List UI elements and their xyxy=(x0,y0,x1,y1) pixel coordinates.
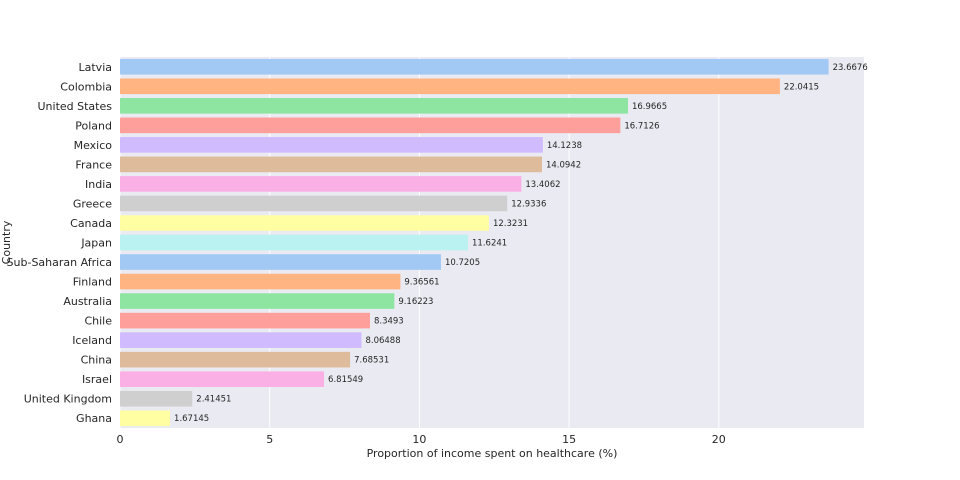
bar xyxy=(120,195,508,212)
bars xyxy=(120,58,829,427)
category-label: Japan xyxy=(80,237,112,250)
bar xyxy=(120,312,370,329)
category-label: Latvia xyxy=(79,61,113,74)
x-tick-label: 20 xyxy=(712,433,726,446)
bar xyxy=(120,215,489,231)
bar xyxy=(120,410,171,427)
bar xyxy=(120,293,395,309)
data-label: 1.67145 xyxy=(174,414,209,424)
data-label: 8.06488 xyxy=(365,336,400,346)
bar xyxy=(120,254,441,270)
category-label: Iceland xyxy=(72,334,112,347)
x-tick-label: 5 xyxy=(266,433,273,446)
data-label: 22.0415 xyxy=(784,82,819,92)
bar xyxy=(120,273,401,290)
data-label: 9.36561 xyxy=(404,278,439,288)
bar xyxy=(120,390,193,407)
x-tick-labels: 0 5 10 15 20 xyxy=(117,433,726,446)
data-label: 10.7205 xyxy=(445,258,480,268)
data-label: 8.3493 xyxy=(374,317,404,327)
data-label: 16.9665 xyxy=(632,102,667,112)
data-label: 9.16223 xyxy=(398,297,433,307)
data-label: 14.0942 xyxy=(546,160,581,170)
bar xyxy=(120,117,621,134)
data-label: 12.3231 xyxy=(493,219,528,229)
data-label: 13.4062 xyxy=(525,180,560,190)
bar xyxy=(120,351,351,368)
bar xyxy=(120,332,362,348)
bar xyxy=(120,176,522,192)
value-labels: 23.6676 22.0415 16.9665 16.7126 14.1238 14.09… xyxy=(174,63,868,424)
x-tick-label: 10 xyxy=(412,433,426,446)
category-label: China xyxy=(81,354,112,367)
data-label: 11.6241 xyxy=(472,239,507,249)
data-label: 7.68531 xyxy=(354,356,389,366)
x-axis-label: Proportion of income spent on healthcare… xyxy=(367,447,618,460)
category-label: Mexico xyxy=(74,139,113,152)
category-label: Greece xyxy=(73,197,112,210)
category-label: United States xyxy=(38,100,113,113)
bar xyxy=(120,137,543,153)
category-label: Australia xyxy=(63,295,112,308)
x-tick-label: 15 xyxy=(562,433,576,446)
category-labels: Latvia Colombia United States Poland Mexico F… xyxy=(7,61,113,425)
category-label: Poland xyxy=(75,119,112,132)
data-label: 6.81549 xyxy=(328,375,363,385)
category-label: Colombia xyxy=(60,80,112,93)
bar xyxy=(120,371,325,387)
data-label: 23.6676 xyxy=(833,63,868,73)
bar xyxy=(120,234,469,251)
category-label: France xyxy=(75,158,112,171)
bar xyxy=(120,58,829,75)
bar xyxy=(120,156,542,173)
category-label: Ghana xyxy=(76,412,112,425)
category-label: Israel xyxy=(82,373,112,386)
x-tick-label: 0 xyxy=(117,433,124,446)
y-axis-label: Country xyxy=(0,220,13,264)
category-label: Sub-Saharan Africa xyxy=(7,256,112,269)
category-label: India xyxy=(85,178,112,191)
data-label: 16.7126 xyxy=(624,121,659,131)
category-label: United Kingdom xyxy=(24,393,112,406)
category-label: Chile xyxy=(84,315,112,328)
bar xyxy=(120,98,628,114)
data-label: 2.41451 xyxy=(196,395,231,405)
bar xyxy=(120,78,780,95)
data-label: 14.1238 xyxy=(547,141,582,151)
data-label: 12.9336 xyxy=(511,199,546,209)
category-label: Canada xyxy=(70,217,112,230)
category-label: Finland xyxy=(73,276,112,289)
